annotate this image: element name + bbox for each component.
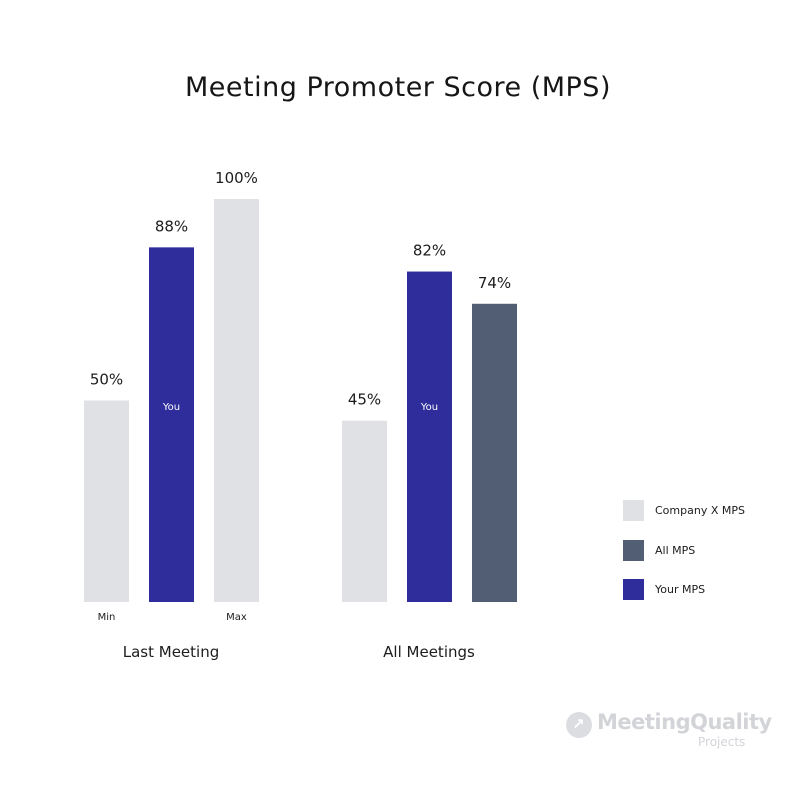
arrow-up-right-icon: ↗ [566,712,592,738]
brand-logo: ↗ MeetingQuality Projects [566,710,772,754]
value-label: 88% [155,217,188,235]
chart-title: Meeting Promoter Score (MPS) [185,72,611,103]
legend-label: All MPS [655,544,695,557]
bar [342,420,387,602]
logo-subtitle: Projects [698,735,746,749]
bar-inner-label: You [420,402,438,413]
legend-swatch [623,500,644,521]
bar [214,199,259,602]
x-tick-label: Min [98,612,116,623]
legend-label: Company X MPS [655,504,745,517]
legend-swatch [623,579,644,600]
bar-inner-label: You [162,402,180,413]
value-label: 50% [90,371,123,389]
legend-swatch [623,540,644,561]
value-label: 82% [413,242,446,260]
group-label: All Meetings [383,643,475,661]
bar [149,247,194,603]
value-label: 74% [478,274,511,292]
group-label: Last Meeting [123,643,220,661]
bar [84,400,129,602]
legend-label: Your MPS [654,583,705,596]
value-label: 100% [215,169,258,187]
bar [407,271,452,602]
bar [472,303,517,602]
value-label: 45% [348,391,381,409]
x-tick-label: Max [226,612,247,623]
logo-name: MeetingQuality [597,710,772,734]
